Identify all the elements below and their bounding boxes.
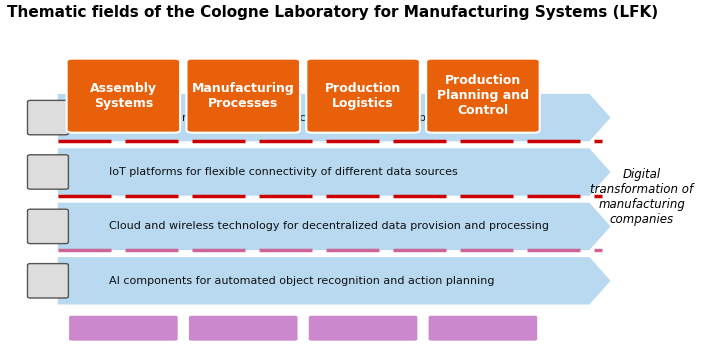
Text: IoT platforms for flexible connectivity of different data sources: IoT platforms for flexible connectivity …	[109, 167, 458, 177]
FancyBboxPatch shape	[27, 264, 68, 298]
Text: Production
Planning and
Control: Production Planning and Control	[437, 74, 529, 117]
FancyBboxPatch shape	[188, 314, 299, 342]
Text: AI components for automated object recognition and action planning: AI components for automated object recog…	[109, 276, 495, 286]
Polygon shape	[58, 257, 611, 304]
FancyBboxPatch shape	[68, 314, 179, 342]
FancyBboxPatch shape	[428, 314, 539, 342]
Polygon shape	[58, 94, 611, 141]
Text: Thematic fields of the Cologne Laboratory for Manufacturing Systems (LFK): Thematic fields of the Cologne Laborator…	[7, 5, 658, 20]
FancyBboxPatch shape	[67, 59, 180, 133]
Polygon shape	[58, 148, 611, 196]
FancyBboxPatch shape	[27, 155, 68, 189]
Text: Manufacturing
Processes: Manufacturing Processes	[192, 82, 295, 110]
FancyBboxPatch shape	[27, 209, 68, 244]
FancyBboxPatch shape	[308, 314, 419, 342]
Text: Advanced human-machine interfaces for information input and output: Advanced human-machine interfaces for in…	[109, 113, 503, 122]
Text: Digital
transformation of
manufacturing
companies: Digital transformation of manufacturing …	[590, 167, 693, 226]
Text: Assembly
Systems: Assembly Systems	[90, 82, 157, 110]
FancyBboxPatch shape	[27, 100, 68, 135]
FancyBboxPatch shape	[426, 59, 540, 133]
FancyBboxPatch shape	[186, 59, 300, 133]
Polygon shape	[58, 203, 611, 250]
Text: Cloud and wireless technology for decentralized data provision and processing: Cloud and wireless technology for decent…	[109, 221, 549, 231]
Text: Production
Logistics: Production Logistics	[325, 82, 401, 110]
FancyBboxPatch shape	[306, 59, 419, 133]
